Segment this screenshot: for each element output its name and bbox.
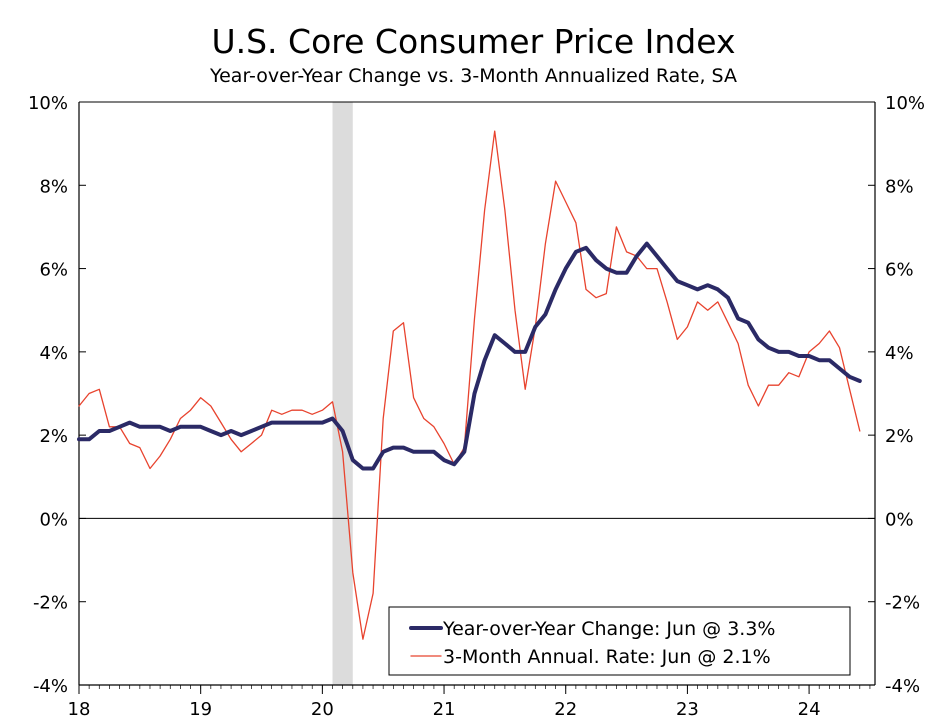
y-tick-label-right: 0% (885, 509, 914, 530)
chart-subtitle: Year-over-Year Change vs. 3-Month Annual… (210, 65, 737, 87)
y-tick-label-right: 8% (885, 176, 914, 197)
y-tick-label-right: 10% (885, 93, 925, 114)
legend: Year-over-Year Change: Jun @ 3.3% 3-Month… (388, 606, 851, 676)
y-tick-label-left: 4% (39, 343, 68, 364)
axes-layer: 10% 10%8% 8%6% 6%4% 4%2% 2%0% 0%-2% -2%-4% -4%18… (28, 93, 925, 720)
series-layer (77, 130, 862, 640)
chart-title: U.S. Core Consumer Price Index (211, 22, 736, 61)
y-tick-label-right: 4% (885, 343, 914, 364)
x-tick-label: 24 (798, 699, 821, 720)
y-tick-label-left: 8% (39, 176, 68, 197)
x-tick-label: 20 (311, 699, 334, 720)
x-tick-label: 21 (433, 699, 456, 720)
legend-box (388, 606, 851, 676)
legend-entry-label: 3-Month Annual. Rate: Jun @ 2.1% (443, 646, 771, 668)
recession-shading-layer (332, 102, 353, 685)
y-tick-label-left: 2% (39, 426, 68, 447)
y-tick-label-right: -4% (885, 676, 920, 697)
x-tick-label: 22 (554, 699, 577, 720)
series-line-yoy (77, 241, 862, 471)
y-tick-label-left: 0% (39, 509, 68, 530)
recession-shade (332, 102, 353, 685)
x-tick-label: 23 (676, 699, 699, 720)
x-tick-label: 19 (189, 699, 212, 720)
y-tick-label-right: 6% (885, 260, 914, 281)
y-tick-label-left: 10% (28, 93, 68, 114)
y-tick-label-right: -2% (885, 593, 920, 614)
legend-entry-label: Year-over-Year Change: Jun @ 3.3% (442, 618, 775, 640)
y-tick-label-right: 2% (885, 426, 914, 447)
y-tick-label-left: -2% (33, 593, 68, 614)
y-tick-label-left: 6% (39, 260, 68, 281)
series-line-3m-annualized (78, 130, 861, 640)
x-tick-label: 18 (68, 699, 91, 720)
y-tick-label-left: -4% (33, 676, 68, 697)
